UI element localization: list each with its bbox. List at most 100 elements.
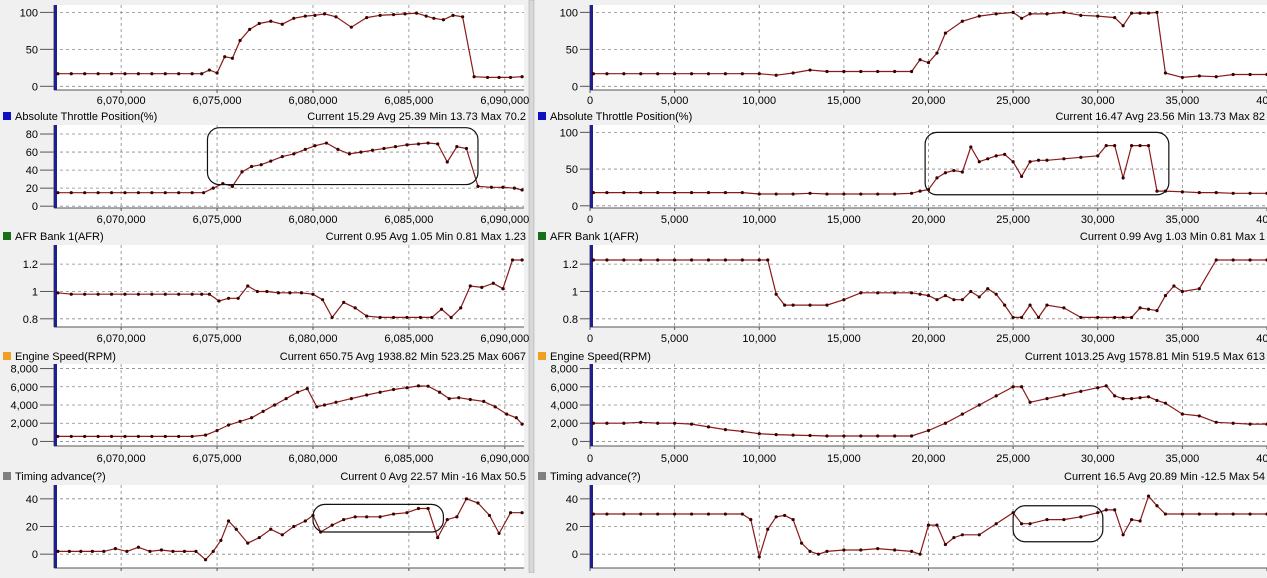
data-point-marker: [1045, 397, 1049, 401]
x-tick-label: 6,085,000: [384, 453, 433, 465]
x-tick-label: 5,000: [661, 453, 689, 465]
data-point-marker: [1104, 384, 1108, 388]
data-point-marker: [226, 296, 231, 300]
column-splitter[interactable]: [528, 0, 535, 574]
y-tick-label: 20: [26, 522, 38, 534]
x-tick-label: 40,0: [1256, 95, 1267, 107]
data-point-marker: [493, 405, 497, 409]
series-name-label: Timing advance(?): [15, 471, 106, 483]
time-cursor-bar[interactable]: [54, 245, 57, 327]
data-point-marker: [441, 18, 446, 22]
time-cursor-bar[interactable]: [590, 485, 593, 568]
data-point-marker: [1155, 10, 1159, 14]
data-point-marker: [303, 147, 307, 151]
data-point-marker: [464, 497, 469, 501]
time-cursor-bar[interactable]: [590, 5, 593, 90]
data-point-marker: [365, 15, 369, 20]
y-tick-label: 50: [566, 164, 578, 176]
y-tick-label: 100: [560, 127, 578, 139]
data-point-marker: [171, 549, 175, 554]
data-point-marker: [280, 22, 284, 26]
data-point-marker: [859, 192, 863, 196]
data-point-marker: [1231, 421, 1235, 425]
x-tick-label: 25,000: [996, 214, 1030, 226]
y-tick-label: 1.2: [23, 259, 38, 271]
data-point-marker: [255, 289, 259, 294]
series-stats-label: Current 1013.25 Avg 1578.81 Min 519.5 Ma…: [1025, 351, 1265, 363]
data-point-marker: [1138, 11, 1142, 15]
data-point-marker: [1130, 517, 1134, 522]
data-point-marker: [1028, 400, 1032, 404]
time-cursor-bar[interactable]: [590, 125, 593, 208]
chart-header-bar: [535, 107, 1267, 125]
data-point-marker: [163, 434, 167, 439]
time-cursor-bar[interactable]: [590, 364, 593, 446]
time-cursor-bar[interactable]: [590, 245, 593, 327]
data-point-marker: [273, 403, 277, 407]
data-point-marker: [1146, 307, 1151, 311]
data-point-marker: [673, 421, 677, 425]
data-point-marker: [1045, 12, 1049, 16]
data-point-marker: [1096, 511, 1100, 515]
data-point-marker: [723, 512, 728, 516]
data-point-marker: [378, 515, 382, 519]
data-point-marker: [1045, 517, 1049, 522]
time-cursor-bar[interactable]: [54, 125, 57, 208]
data-point-marker: [125, 549, 129, 554]
data-point-marker: [349, 397, 353, 401]
data-point-marker: [1028, 160, 1032, 164]
data-point-marker: [508, 511, 513, 515]
series-name-label: AFR Bank 1(AFR): [550, 231, 639, 243]
x-tick-label: 0: [587, 453, 593, 465]
data-point-marker: [136, 191, 141, 195]
data-point-marker: [639, 420, 643, 424]
x-tick-label: 40,0: [1256, 333, 1267, 345]
time-cursor-bar[interactable]: [54, 5, 57, 90]
data-point-marker: [706, 72, 711, 76]
data-point-marker: [123, 434, 127, 439]
y-tick-label: 2,000: [10, 418, 38, 430]
data-point-marker: [926, 428, 931, 433]
x-tick-label: 15,000: [827, 214, 861, 226]
data-point-marker: [799, 541, 804, 545]
data-point-marker: [190, 72, 194, 76]
time-cursor-bar[interactable]: [54, 364, 57, 446]
data-point-marker: [508, 75, 513, 80]
y-tick-label: 2,000: [550, 418, 578, 430]
data-point-marker: [445, 517, 449, 522]
data-point-marker: [893, 548, 897, 552]
data-point-marker: [336, 147, 340, 151]
data-point-marker: [391, 512, 396, 516]
data-point-marker: [1062, 306, 1066, 310]
x-tick-label: 0: [587, 95, 593, 107]
data-point-marker: [136, 292, 141, 296]
data-point-marker: [994, 394, 998, 398]
data-point-marker: [825, 192, 829, 196]
y-tick-label: 20: [26, 183, 38, 195]
data-point-marker: [501, 185, 505, 189]
data-point-marker: [1113, 143, 1117, 148]
data-point-marker: [177, 292, 181, 296]
series-color-swatch: [538, 232, 546, 240]
data-point-marker: [943, 31, 948, 35]
data-point-marker: [393, 145, 398, 149]
data-point-marker: [960, 19, 964, 23]
data-point-marker: [1096, 14, 1100, 18]
chart-header-bar: [0, 107, 528, 125]
data-point-marker: [238, 419, 242, 423]
data-point-marker: [909, 434, 914, 438]
data-point-marker: [280, 533, 284, 537]
x-tick-label: 25,000: [996, 333, 1030, 345]
y-tick-label: 6,000: [10, 382, 38, 394]
data-point-marker: [520, 422, 524, 426]
data-point-marker: [783, 513, 787, 518]
data-point-marker: [83, 191, 87, 195]
data-point-marker: [439, 307, 444, 311]
series-line: [57, 12, 523, 79]
time-cursor-bar[interactable]: [54, 485, 57, 568]
data-point-marker: [926, 61, 931, 65]
right-afr-chart: AFR Bank 1(AFR) Current 0.99 Avg 1.03 Min…: [535, 227, 1267, 345]
data-point-marker: [211, 186, 215, 190]
data-point-marker: [1019, 315, 1024, 320]
data-point-marker: [123, 191, 127, 195]
